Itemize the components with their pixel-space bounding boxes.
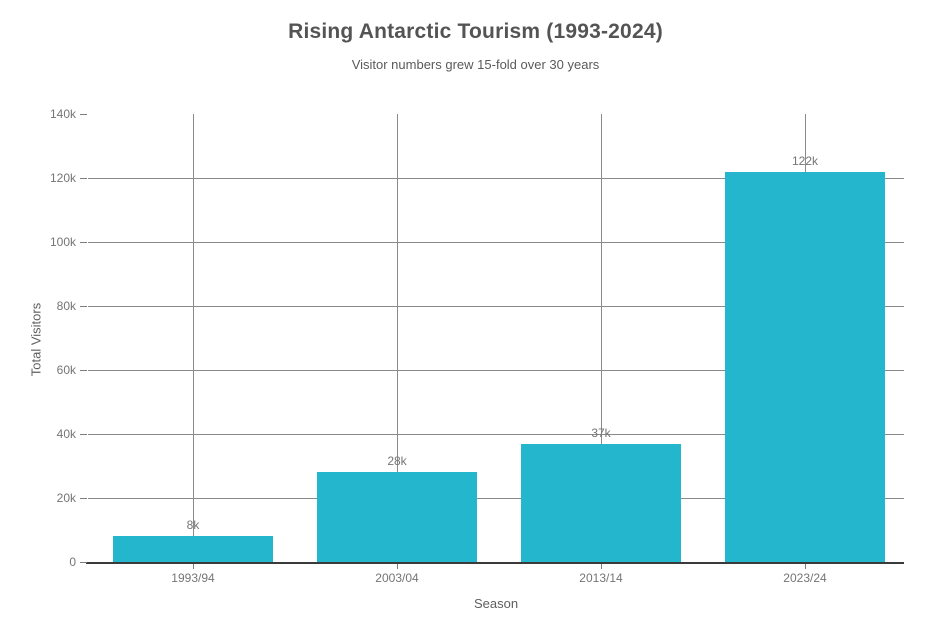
y-tick-label: 0: [69, 555, 76, 569]
x-axis-title: Season: [473, 596, 519, 611]
horizontal-gridline: [88, 433, 904, 435]
horizontal-gridline: [88, 497, 904, 499]
y-tick-mark: [80, 242, 87, 243]
chart-title: Rising Antarctic Tourism (1993-2024): [288, 20, 663, 43]
bar-value-label: 8k: [186, 518, 200, 533]
y-tick-label: 20k: [56, 491, 76, 505]
x-tick-label: 2013/14: [579, 571, 623, 585]
y-tick-label: 120k: [49, 171, 76, 185]
x-tick-mark: [397, 564, 398, 569]
y-tick-mark: [80, 498, 87, 499]
bar-value-label: 37k: [591, 425, 611, 440]
x-tick-label: 1993/94: [171, 571, 215, 585]
bar-2013/14: [521, 443, 681, 562]
x-tick-mark: [805, 564, 806, 569]
x-tick-label: 2023/24: [783, 571, 827, 585]
horizontal-gridline: [88, 241, 904, 243]
y-tick-mark: [80, 562, 87, 563]
vertical-gridline: [193, 114, 194, 562]
vertical-gridline: [601, 114, 602, 562]
y-tick-mark: [80, 370, 87, 371]
bar-2003/04: [317, 472, 477, 562]
bar-value-label: 122k: [791, 153, 819, 168]
y-tick-label: 80k: [56, 299, 76, 313]
y-tick-label: 60k: [56, 363, 76, 377]
bar-2023/24: [725, 171, 885, 562]
x-axis-line: [86, 562, 904, 564]
y-tick-label: 40k: [56, 427, 76, 441]
y-tick-label: 100k: [49, 235, 76, 249]
bar-1993/94: [113, 536, 273, 562]
horizontal-gridline: [88, 369, 904, 371]
y-tick-mark: [80, 178, 87, 179]
x-tick-mark: [193, 564, 194, 569]
y-tick-mark: [80, 434, 87, 435]
horizontal-gridline: [88, 177, 904, 179]
x-tick-mark: [601, 564, 602, 569]
chart-subtitle: Visitor numbers grew 15-fold over 30 yea…: [351, 57, 600, 72]
y-tick-mark: [80, 114, 87, 115]
x-tick-label: 2003/04: [375, 571, 419, 585]
horizontal-gridline: [88, 305, 904, 307]
y-tick-mark: [80, 306, 87, 307]
vertical-gridline: [397, 114, 398, 562]
bar-value-label: 28k: [387, 454, 407, 469]
y-axis-title: Total Visitors: [28, 302, 44, 377]
y-tick-label: 140k: [49, 107, 76, 121]
